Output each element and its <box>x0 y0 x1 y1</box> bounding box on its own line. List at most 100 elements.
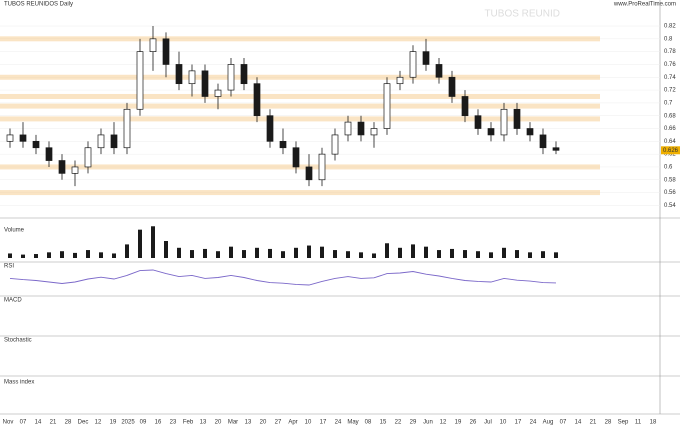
y-tick-label: 0.66 <box>664 126 676 132</box>
source: www.ProRealTime.com <box>613 2 676 8</box>
volume-bar <box>281 251 285 258</box>
candle-body <box>552 147 560 151</box>
volume-bar <box>398 247 402 258</box>
x-tick-label: May <box>347 420 358 426</box>
candle-body <box>45 147 53 161</box>
x-tick-label: 09 <box>140 420 147 426</box>
candle-body <box>6 134 14 142</box>
x-tick-label: 20 <box>215 420 222 426</box>
x-tick-label: 24 <box>335 420 342 426</box>
x-tick-label: 13 <box>245 420 252 426</box>
candle-body <box>240 64 248 85</box>
x-tick-label: 08 <box>365 420 372 426</box>
x-tick-label: Apr <box>288 420 297 426</box>
x-tick-label: 24 <box>530 420 537 426</box>
candle-body <box>487 128 495 136</box>
candle-body <box>214 89 222 97</box>
panel-label: RSI <box>4 264 14 270</box>
volume-bar <box>21 254 25 258</box>
volume-bar <box>476 251 480 258</box>
candle-body <box>266 115 274 142</box>
candle-body <box>97 134 105 149</box>
y-tick-label: 0.7 <box>664 100 673 106</box>
volume-bar <box>502 247 506 258</box>
volume-bar <box>125 244 129 258</box>
x-tick-label: 21 <box>590 420 597 426</box>
y-tick-label: 0.78 <box>664 49 676 55</box>
volume-bar <box>541 251 545 258</box>
panel-label: MACD <box>4 298 22 304</box>
volume-bar <box>86 250 90 258</box>
candle-body <box>305 166 313 181</box>
volume-bar <box>138 229 142 258</box>
x-tick-label: 19 <box>110 420 117 426</box>
candle-body <box>448 76 456 97</box>
candle-body <box>318 153 326 181</box>
x-tick-label: 20 <box>260 420 267 426</box>
volume-bar <box>242 250 246 258</box>
candle-body <box>344 121 352 136</box>
x-tick-label: 14 <box>35 420 42 426</box>
x-tick-label: 26 <box>470 420 477 426</box>
candle-body <box>19 134 27 142</box>
x-tick-label: 16 <box>155 420 162 426</box>
x-tick-label: Jul <box>484 420 492 426</box>
x-tick-label: 28 <box>65 420 72 426</box>
candle-body <box>357 121 365 136</box>
panel-label: Mass index <box>4 380 34 386</box>
volume-bar <box>411 244 415 258</box>
x-tick-label: 27 <box>275 420 282 426</box>
x-tick-label: Mar <box>228 420 238 426</box>
volume-bar <box>255 247 259 258</box>
volume-bar <box>346 251 350 258</box>
x-tick-label: 17 <box>320 420 327 426</box>
level-zone <box>0 164 600 170</box>
candle-body <box>461 96 469 117</box>
candle-body <box>474 115 482 129</box>
x-tick-label: 10 <box>500 420 507 426</box>
x-tick-label: Feb <box>183 420 194 426</box>
volume-bar <box>60 251 64 258</box>
volume-bar <box>73 252 77 258</box>
volume-bar <box>203 248 207 258</box>
y-tick-label: 0.74 <box>664 75 676 81</box>
x-tick-label: 28 <box>605 420 612 426</box>
candle-body <box>409 51 417 78</box>
x-tick-label: Nov <box>3 420 14 426</box>
volume-bar <box>385 243 389 258</box>
candle-body <box>162 38 170 65</box>
y-tick-label: 0.58 <box>664 177 676 183</box>
last-price-box <box>661 146 680 155</box>
volume-bar <box>450 248 454 258</box>
y-tick-label: 0.54 <box>664 203 676 209</box>
volume-bar <box>372 253 376 258</box>
candle-body <box>422 51 430 65</box>
y-tick-label: 0.82 <box>664 24 676 30</box>
volume-bar <box>268 248 272 258</box>
y-tick-label: 0.62 <box>664 152 676 158</box>
y-tick-label: 0.6 <box>664 165 673 171</box>
candle-body <box>331 134 339 155</box>
candle-body <box>227 64 235 91</box>
level-zone <box>0 190 600 196</box>
candle-body <box>149 38 157 52</box>
volume-bar <box>437 250 441 258</box>
volume-bar <box>177 247 181 258</box>
panel-label: Stochastic <box>4 338 32 344</box>
candle-body <box>32 140 40 149</box>
y-tick-label: 0.8 <box>664 36 673 42</box>
x-tick-label: 13 <box>200 420 207 426</box>
volume-bar <box>190 250 194 258</box>
volume-bar <box>333 250 337 258</box>
x-tick-label: 07 <box>20 420 27 426</box>
x-tick-label: 22 <box>395 420 402 426</box>
level-zone <box>0 103 600 109</box>
candle-body <box>201 70 209 97</box>
x-tick-label: 29 <box>410 420 417 426</box>
candle-body <box>253 83 261 117</box>
x-tick-label: Aug <box>543 420 554 426</box>
y-tick-label: 0.64 <box>664 139 676 145</box>
x-tick-label: 17 <box>515 420 522 426</box>
